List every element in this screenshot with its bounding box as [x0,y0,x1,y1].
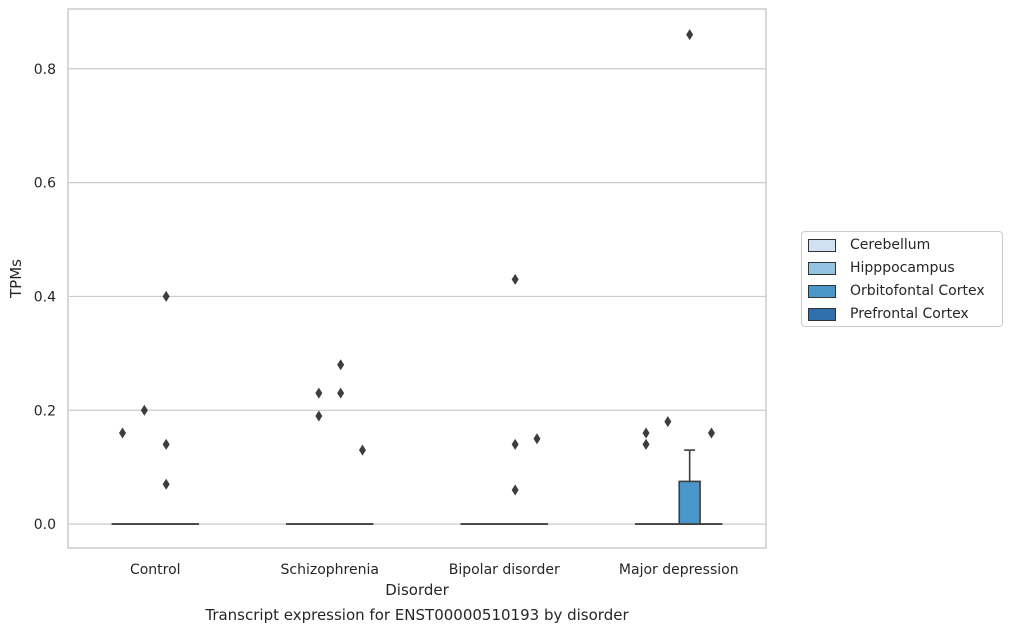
outlier-point [162,290,170,302]
x-tick-label: Bipolar disorder [449,562,560,578]
outlier-point [140,404,148,416]
outlier-point [337,359,345,371]
outlier-point [315,410,323,422]
legend-swatch [808,261,836,275]
legend-swatch [808,284,836,298]
figure-caption: Transcript expression for ENST0000051019… [205,606,629,624]
legend-swatch [808,307,836,321]
y-axis-ticks: 0.0 0.2 0.4 0.6 0.8 [34,62,56,533]
y-tick-label: 0.6 [34,176,56,192]
outlier-point [511,438,519,450]
x-tick-label: Control [130,562,181,578]
outlier-point [707,427,715,439]
outlier-point [642,438,650,450]
x-axis-label: Disorder [385,581,449,599]
legend-item: Hipppocampus [808,258,955,278]
outlier-point [162,478,170,490]
outlier-point [686,29,694,41]
outlier-point [358,444,366,456]
series-orbitofontal-cortex [155,29,701,525]
y-tick-label: 0.2 [34,403,56,419]
outlier-point [337,387,345,399]
outlier-point [511,484,519,496]
y-axis-label: TPMs [7,259,25,299]
outlier-point [642,427,650,439]
legend-label: Hipppocampus [850,260,955,276]
y-tick-label: 0.8 [34,62,56,78]
outlier-point [119,427,127,439]
legend-item: Orbitofontal Cortex [808,281,985,301]
series-cerebellum [111,427,657,525]
plot-frame [67,8,767,549]
box [678,480,701,525]
x-tick-label: Major depression [619,562,739,578]
legend-item: Cerebellum [808,235,930,255]
legend-label: Prefrontal Cortex [850,306,969,322]
legend-label: Cerebellum [850,237,931,253]
series-prefrontal-cortex [177,427,723,525]
x-tick-label: Schizophrenia [281,562,379,578]
y-tick-label: 0.4 [34,289,56,305]
x-axis-ticks: Control Schizophrenia Bipolar disorder Majo… [130,562,739,578]
outlier-point [315,387,323,399]
box-series [111,29,723,525]
y-tick-label: 0.0 [34,517,56,533]
legend-item: Prefrontal Cortex [808,304,969,324]
legend: Cerebellum Hipppocampus Orbitofontal Corte… [801,231,1003,327]
legend-swatch [808,238,836,252]
outlier-point [511,273,519,285]
outlier-point [664,416,672,428]
outlier-point [533,433,541,445]
outlier-point [162,438,170,450]
series-hipppocampus [133,387,679,525]
grid-lines [68,68,766,525]
legend-label: Orbitofontal Cortex [850,283,985,299]
